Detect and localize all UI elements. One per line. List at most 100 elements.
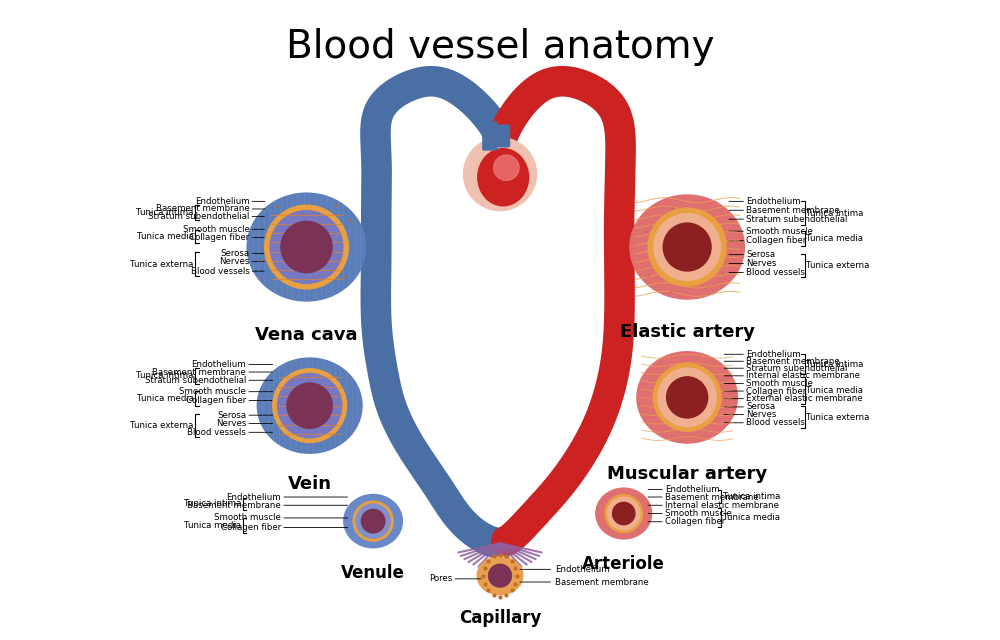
- Text: Smooth muscle: Smooth muscle: [214, 513, 281, 522]
- Text: Elastic artery: Elastic artery: [620, 323, 755, 341]
- Text: Nerves: Nerves: [216, 419, 246, 428]
- Text: Tunica media: Tunica media: [137, 232, 194, 241]
- Text: Collagen fiber: Collagen fiber: [189, 233, 249, 242]
- Text: Arteriole: Arteriole: [582, 555, 665, 573]
- Text: Collagen fiber: Collagen fiber: [665, 517, 725, 526]
- Text: Endothelium: Endothelium: [226, 493, 281, 502]
- Text: Basement membrane: Basement membrane: [187, 500, 281, 509]
- Text: Blood vessels: Blood vessels: [746, 268, 805, 277]
- Text: Collagen fiber: Collagen fiber: [221, 523, 281, 532]
- Text: Stratum subendothelial: Stratum subendothelial: [148, 212, 249, 221]
- Ellipse shape: [494, 155, 519, 180]
- Text: Blood vessels: Blood vessels: [187, 428, 246, 436]
- Text: Basement membrane: Basement membrane: [665, 493, 759, 502]
- Text: Serosa: Serosa: [217, 411, 246, 420]
- Text: Serosa: Serosa: [746, 250, 775, 259]
- Text: External elastic membrane: External elastic membrane: [746, 394, 863, 403]
- Text: Collagen fiber: Collagen fiber: [746, 236, 806, 245]
- Text: Smooth muscle: Smooth muscle: [183, 225, 249, 234]
- Ellipse shape: [637, 352, 737, 443]
- Text: Basement membrane: Basement membrane: [555, 577, 649, 586]
- Text: Endothelium: Endothelium: [665, 485, 720, 494]
- Ellipse shape: [658, 368, 716, 427]
- Ellipse shape: [281, 221, 332, 273]
- Ellipse shape: [630, 195, 744, 299]
- Ellipse shape: [361, 509, 385, 533]
- Text: Endothelium: Endothelium: [746, 197, 801, 206]
- Text: Tunica externa: Tunica externa: [806, 261, 870, 270]
- Ellipse shape: [667, 377, 708, 418]
- Text: Tunica intima: Tunica intima: [136, 208, 194, 217]
- Text: Collagen fiber: Collagen fiber: [186, 396, 246, 405]
- Text: Endothelium: Endothelium: [195, 197, 249, 206]
- Text: Pores: Pores: [429, 574, 452, 583]
- Text: Tunica externa: Tunica externa: [806, 413, 870, 422]
- Text: Endothelium: Endothelium: [555, 565, 610, 574]
- FancyBboxPatch shape: [483, 122, 497, 150]
- Text: Internal elastic membrane: Internal elastic membrane: [746, 371, 860, 380]
- Text: Blood vessel anatomy: Blood vessel anatomy: [286, 28, 714, 66]
- Ellipse shape: [653, 364, 721, 431]
- Ellipse shape: [287, 383, 332, 428]
- Ellipse shape: [477, 557, 523, 595]
- Text: Tunica externa: Tunica externa: [130, 421, 194, 430]
- Text: Smooth muscle: Smooth muscle: [746, 227, 813, 236]
- Text: Tunica intima: Tunica intima: [136, 371, 194, 380]
- Ellipse shape: [273, 369, 347, 442]
- Text: Endothelium: Endothelium: [192, 360, 246, 369]
- Text: Tunica intima: Tunica intima: [184, 499, 241, 509]
- Text: Vein: Vein: [288, 476, 332, 493]
- Text: Basement membrane: Basement membrane: [746, 356, 840, 365]
- Ellipse shape: [353, 501, 393, 541]
- Text: Venule: Venule: [341, 564, 405, 582]
- Text: Tunica media: Tunica media: [806, 387, 863, 396]
- Text: Serosa: Serosa: [220, 249, 249, 258]
- Ellipse shape: [605, 495, 642, 532]
- FancyBboxPatch shape: [497, 125, 510, 147]
- Ellipse shape: [278, 374, 342, 438]
- Text: Nerves: Nerves: [219, 257, 249, 266]
- Text: Nerves: Nerves: [746, 410, 777, 419]
- Ellipse shape: [464, 138, 536, 211]
- Text: Tunica intima: Tunica intima: [723, 492, 781, 501]
- Text: Blood vessels: Blood vessels: [746, 419, 805, 428]
- Text: Capillary: Capillary: [459, 609, 541, 627]
- Text: Basement membrane: Basement membrane: [746, 205, 840, 215]
- Text: Stratum subendothelial: Stratum subendothelial: [145, 376, 246, 385]
- Text: Tunica externa: Tunica externa: [130, 260, 194, 269]
- Ellipse shape: [648, 208, 726, 286]
- Text: Smooth muscle: Smooth muscle: [179, 387, 246, 396]
- Ellipse shape: [356, 504, 390, 538]
- Text: Blood vessels: Blood vessels: [191, 267, 249, 276]
- Ellipse shape: [478, 148, 529, 206]
- Text: Tunica media: Tunica media: [723, 513, 780, 522]
- Text: Basement membrane: Basement membrane: [156, 204, 249, 214]
- Text: Stratum subendothelial: Stratum subendothelial: [746, 364, 848, 372]
- Text: Muscular artery: Muscular artery: [607, 465, 767, 483]
- Text: Basement membrane: Basement membrane: [152, 367, 246, 376]
- Ellipse shape: [613, 502, 635, 525]
- Text: Smooth muscle: Smooth muscle: [665, 509, 732, 518]
- Text: Tunica media: Tunica media: [184, 521, 241, 530]
- Text: Smooth muscle: Smooth muscle: [746, 379, 813, 388]
- Ellipse shape: [654, 214, 720, 280]
- Text: Endothelium: Endothelium: [746, 349, 801, 359]
- Text: Internal elastic membrane: Internal elastic membrane: [665, 500, 779, 509]
- Text: Tunica intima: Tunica intima: [806, 209, 864, 218]
- Ellipse shape: [344, 495, 402, 548]
- Text: Vena cava: Vena cava: [255, 326, 358, 344]
- Text: Tunica intima: Tunica intima: [806, 360, 864, 369]
- Ellipse shape: [596, 488, 652, 539]
- Ellipse shape: [265, 205, 348, 289]
- Ellipse shape: [270, 211, 343, 284]
- Ellipse shape: [489, 564, 511, 587]
- Text: Collagen fiber: Collagen fiber: [746, 387, 806, 396]
- Ellipse shape: [247, 193, 366, 301]
- Text: Nerves: Nerves: [746, 259, 777, 268]
- Ellipse shape: [663, 223, 711, 271]
- Text: Tunica media: Tunica media: [806, 234, 863, 243]
- Text: Tunica media: Tunica media: [137, 394, 194, 403]
- Text: Stratum subendothelial: Stratum subendothelial: [746, 214, 848, 223]
- Text: Serosa: Serosa: [746, 403, 775, 412]
- Ellipse shape: [257, 358, 362, 453]
